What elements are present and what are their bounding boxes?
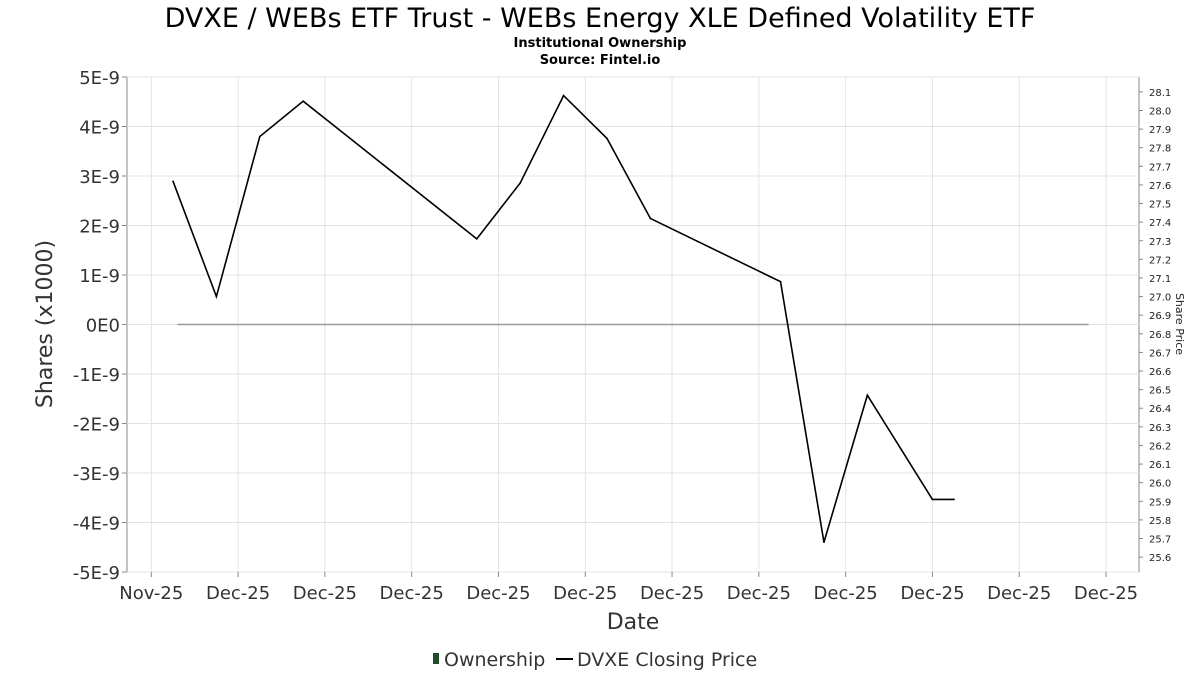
y-tick-label: -4E-9 <box>73 514 120 535</box>
price-point <box>866 394 869 397</box>
y2-tick-label: 26.8 <box>1149 330 1171 341</box>
x-tick-label: Dec-25 <box>1074 583 1138 604</box>
y-tick-label: 3E-9 <box>79 167 120 188</box>
y2-tick-label: 28.0 <box>1149 106 1171 117</box>
y-tick-label: 2E-9 <box>79 217 120 238</box>
price-point <box>606 137 608 140</box>
x-axis-label: Date <box>607 610 660 635</box>
price-line <box>172 94 955 543</box>
y2-tick-label: 27.8 <box>1149 144 1171 155</box>
y2-tick-label: 26.3 <box>1149 423 1171 434</box>
y2-axis-ticks: 28.1 28.0 27.9 27.8 27.7 27.6 27.5 27.4 27.3 27.2… <box>1139 88 1171 564</box>
legend-price-label: DVXE Closing Price <box>577 649 757 671</box>
chart-title: DVXE / WEBs ETF Trust - WEBs Energy XLE … <box>165 3 1036 34</box>
y2-tick-label: 26.1 <box>1149 460 1171 471</box>
y2-tick-label: 27.6 <box>1149 181 1171 192</box>
y2-tick-label: 25.9 <box>1149 497 1171 508</box>
y2-tick-label: 26.0 <box>1149 479 1171 490</box>
y2-tick-label: 26.2 <box>1149 441 1171 452</box>
y2-tick-label: 26.6 <box>1149 367 1171 378</box>
x-tick-label: Dec-25 <box>206 583 270 604</box>
y2-axis-label: Share Price <box>1173 293 1186 355</box>
price-point <box>931 498 934 501</box>
y-tick-label: 4E-9 <box>79 118 120 139</box>
price-point <box>215 295 218 298</box>
y2-tick-label: 27.9 <box>1149 125 1171 136</box>
x-tick-label: Dec-25 <box>987 583 1051 604</box>
x-tick-label: Dec-25 <box>466 583 530 604</box>
y-tick-label: -3E-9 <box>73 464 120 485</box>
price-point <box>519 182 521 184</box>
y-tick-label: -5E-9 <box>73 563 120 584</box>
price-point <box>258 135 261 138</box>
y2-tick-label: 28.1 <box>1149 88 1171 99</box>
price-point <box>823 541 825 544</box>
y2-tick-label: 25.7 <box>1149 535 1171 546</box>
y2-tick-label: 27.4 <box>1149 218 1171 229</box>
price-point <box>779 280 782 283</box>
price-point <box>172 180 174 183</box>
series-layer <box>172 94 1089 544</box>
y2-tick-label: 26.9 <box>1149 311 1171 322</box>
x-tick-label: Dec-25 <box>640 583 704 604</box>
y-axis-label: Shares (x1000) <box>33 240 58 408</box>
y-tick-label: 5E-9 <box>79 68 120 89</box>
x-tick-label: Nov-25 <box>119 583 183 604</box>
y-tick-label: 1E-9 <box>79 266 120 287</box>
y2-tick-label: 27.7 <box>1149 162 1171 173</box>
y2-tick-label: 27.2 <box>1149 255 1171 266</box>
y2-tick-label: 25.6 <box>1149 553 1171 564</box>
x-tick-label: Dec-25 <box>553 583 617 604</box>
y2-tick-label: 25.8 <box>1149 516 1171 527</box>
legend-ownership-swatch <box>433 653 439 664</box>
chart-source: Source: Fintel.io <box>540 53 661 68</box>
y2-tick-label: 27.0 <box>1149 293 1171 304</box>
legend-ownership-label: Ownership <box>444 649 545 671</box>
x-axis-ticks: Nov-25 Dec-25 Dec-25 Dec-25 Dec-25 Dec-25 Dec-… <box>119 572 1138 604</box>
y-tick-label: -1E-9 <box>73 365 120 386</box>
y2-tick-label: 27.1 <box>1149 274 1171 285</box>
y2-tick-label: 27.5 <box>1149 200 1171 211</box>
y2-tick-label: 26.5 <box>1149 386 1171 397</box>
y2-tick-label: 26.7 <box>1149 348 1171 359</box>
y-tick-label: 0E0 <box>86 316 120 337</box>
price-point <box>562 94 565 97</box>
x-tick-label: Dec-25 <box>293 583 357 604</box>
x-tick-label: Dec-25 <box>900 583 964 604</box>
price-point <box>649 217 652 220</box>
price-point <box>475 238 478 240</box>
x-tick-label: Dec-25 <box>727 583 791 604</box>
price-point <box>953 498 955 501</box>
price-point <box>302 100 304 102</box>
legend: Ownership DVXE Closing Price <box>433 649 757 671</box>
y-axis-ticks: 5E-9 4E-9 3E-9 2E-9 1E-9 0E0 -1E-9 -2E-9 -3E-9 -4… <box>73 68 127 584</box>
x-tick-label: Dec-25 <box>814 583 878 604</box>
chart-subtitle: Institutional Ownership <box>514 36 687 51</box>
y2-tick-label: 26.4 <box>1149 404 1171 415</box>
y2-tick-label: 27.3 <box>1149 237 1171 248</box>
x-tick-label: Dec-25 <box>380 583 444 604</box>
y-tick-label: -2E-9 <box>73 415 120 436</box>
